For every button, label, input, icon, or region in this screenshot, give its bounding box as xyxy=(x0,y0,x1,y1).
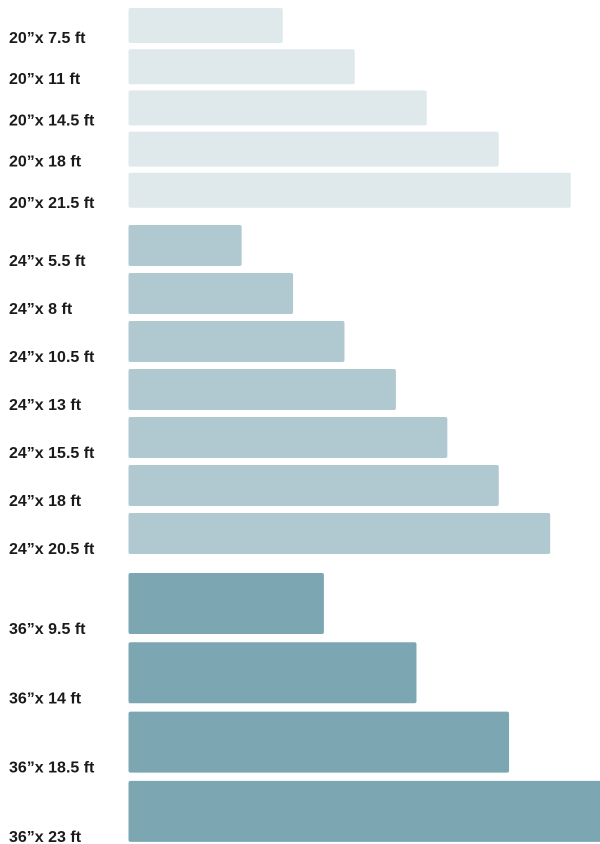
bar-label: 36”x 23 ft xyxy=(9,829,82,844)
bar-label: 24”x 13 ft xyxy=(9,397,82,414)
bar-label: 36”x 18.5 ft xyxy=(9,760,95,777)
bar-label: 24”x 8 ft xyxy=(9,301,73,318)
bar-label: 24”x 15.5 ft xyxy=(9,445,95,462)
bar xyxy=(128,417,448,458)
bar xyxy=(128,642,417,704)
bar xyxy=(128,131,499,167)
bar-group-2: 36”x 9.5 ft 36”x 14 ft 36”x 18.5 ft 36”x 23… xyxy=(9,573,600,844)
bar-group-1: 24”x 5.5 ft 24”x 8 ft 24”x 10.5 ft 24”x 13 … xyxy=(9,225,551,558)
bar xyxy=(128,711,510,773)
bar xyxy=(128,225,242,266)
bar xyxy=(128,321,345,362)
bar-group-0: 20”x 7.5 ft 20”x 11 ft 20”x 14.5 ft 20”x 18… xyxy=(9,8,571,212)
bar-label: 24”x 18 ft xyxy=(9,493,82,510)
bar xyxy=(128,90,427,126)
bar-label: 24”x 20.5 ft xyxy=(9,541,95,558)
bar xyxy=(128,780,600,842)
bar-label: 24”x 10.5 ft xyxy=(9,349,95,366)
bar xyxy=(128,369,396,410)
bar xyxy=(128,513,551,554)
bar xyxy=(128,49,355,85)
bar-label: 24”x 5.5 ft xyxy=(9,253,86,270)
bar xyxy=(128,573,324,634)
bar-label: 36”x 9.5 ft xyxy=(9,621,86,638)
bar xyxy=(128,465,499,506)
bar-label: 20”x 11 ft xyxy=(9,71,81,88)
bar-label: 36”x 14 ft xyxy=(9,690,82,707)
bar-label: 20”x 18 ft xyxy=(9,154,82,171)
bar-label: 20”x 7.5 ft xyxy=(9,30,86,47)
bar xyxy=(128,273,294,314)
bar-label: 20”x 21.5 ft xyxy=(9,195,95,212)
bar xyxy=(128,8,283,43)
bar xyxy=(128,172,571,208)
bar-label: 20”x 14.5 ft xyxy=(9,112,95,129)
